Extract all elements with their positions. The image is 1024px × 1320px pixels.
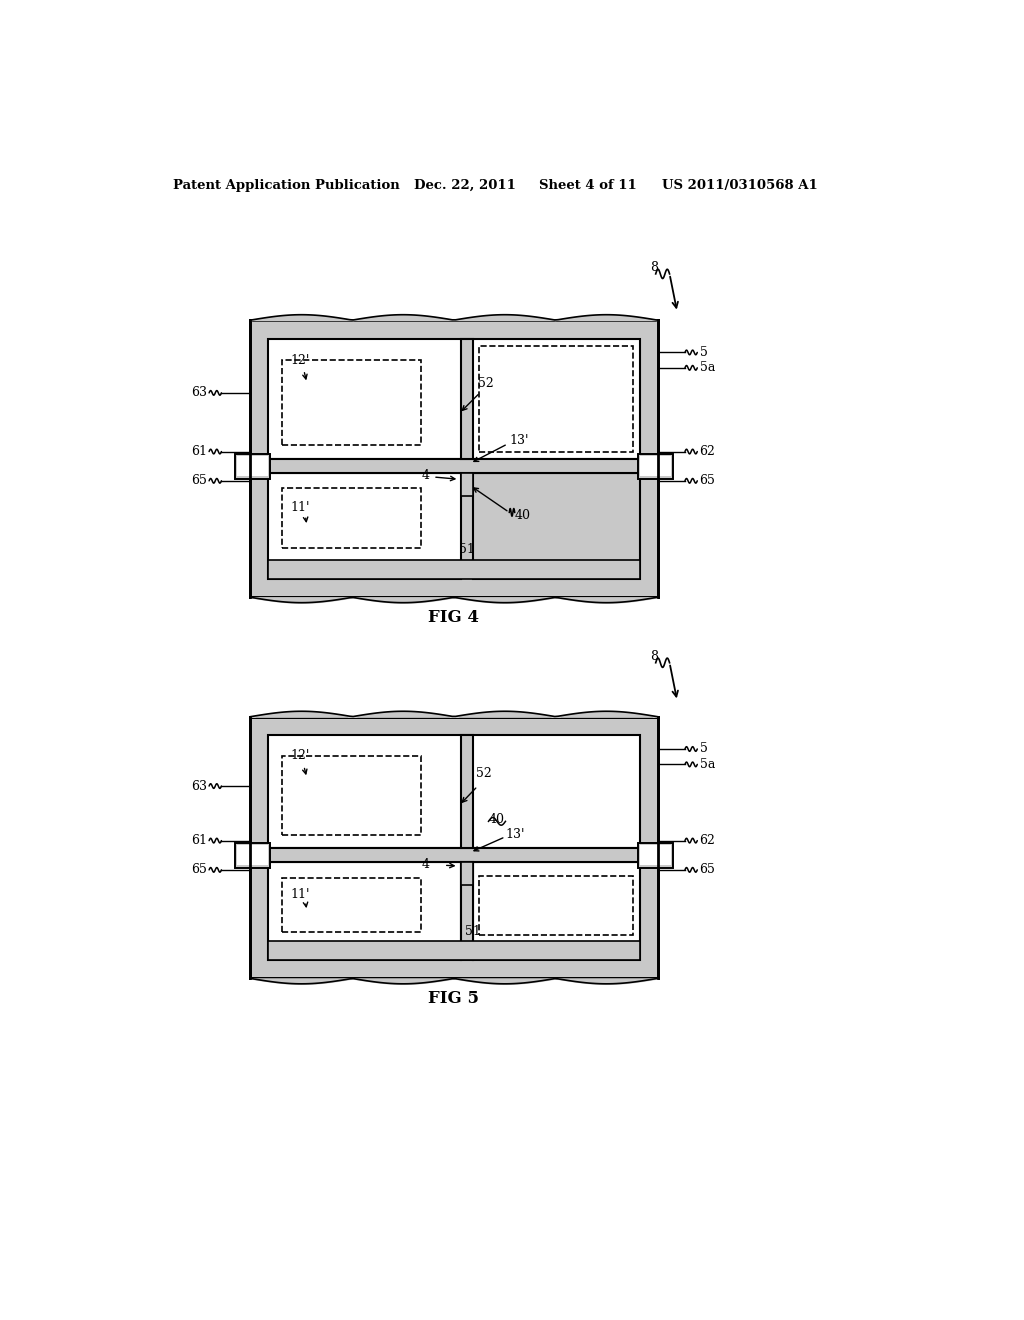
- Text: 40: 40: [515, 510, 530, 521]
- Bar: [461, 339, 473, 459]
- Bar: [473, 473, 640, 579]
- Bar: [268, 473, 461, 579]
- Bar: [250, 321, 658, 598]
- Text: 11': 11': [290, 888, 309, 902]
- Text: 8: 8: [650, 649, 658, 663]
- Bar: [268, 561, 640, 579]
- Bar: [638, 454, 674, 479]
- Text: 52: 52: [478, 378, 494, 391]
- Bar: [461, 862, 473, 886]
- Bar: [283, 755, 421, 834]
- Bar: [479, 346, 634, 451]
- Text: 11': 11': [290, 502, 309, 515]
- Text: FIG 5: FIG 5: [428, 990, 479, 1007]
- Bar: [237, 845, 267, 866]
- Text: 51: 51: [459, 543, 475, 556]
- Bar: [268, 941, 640, 960]
- Bar: [283, 878, 421, 932]
- Text: 63: 63: [190, 780, 207, 792]
- Text: 12': 12': [290, 748, 309, 762]
- Bar: [268, 862, 461, 960]
- Text: 61: 61: [190, 445, 207, 458]
- Text: 65: 65: [699, 863, 716, 876]
- Text: 65: 65: [190, 863, 207, 876]
- Bar: [638, 842, 674, 867]
- Text: 63: 63: [190, 387, 207, 400]
- Text: 12': 12': [290, 354, 309, 367]
- Bar: [461, 735, 473, 849]
- Bar: [283, 488, 421, 548]
- Text: Dec. 22, 2011: Dec. 22, 2011: [414, 178, 516, 191]
- Bar: [283, 360, 421, 445]
- Text: 5: 5: [699, 742, 708, 755]
- Text: 65: 65: [190, 474, 207, 487]
- Text: 40: 40: [488, 813, 505, 825]
- Text: 13': 13': [509, 433, 528, 446]
- Text: FIG 4: FIG 4: [428, 609, 479, 626]
- Bar: [234, 454, 270, 479]
- Text: Sheet 4 of 11: Sheet 4 of 11: [539, 178, 636, 191]
- Bar: [237, 455, 267, 477]
- Text: 52: 52: [476, 767, 492, 780]
- Text: 5a: 5a: [699, 758, 715, 771]
- Text: Patent Application Publication: Patent Application Publication: [173, 178, 399, 191]
- Text: 5a: 5a: [699, 362, 715, 375]
- Bar: [461, 473, 473, 496]
- Text: 62: 62: [699, 834, 716, 847]
- Bar: [268, 339, 640, 459]
- Text: 8: 8: [650, 261, 658, 275]
- Bar: [268, 735, 640, 849]
- Bar: [234, 842, 270, 867]
- Text: 4: 4: [422, 858, 430, 871]
- Bar: [473, 862, 640, 960]
- Text: 62: 62: [699, 445, 716, 458]
- Bar: [640, 845, 671, 866]
- Bar: [640, 455, 671, 477]
- Bar: [479, 875, 634, 935]
- Bar: [268, 459, 640, 473]
- Text: 65: 65: [699, 474, 716, 487]
- Text: 5: 5: [699, 346, 708, 359]
- Bar: [461, 862, 473, 960]
- Text: 51: 51: [466, 924, 481, 937]
- Bar: [268, 849, 640, 862]
- Text: 61: 61: [190, 834, 207, 847]
- Text: US 2011/0310568 A1: US 2011/0310568 A1: [662, 178, 817, 191]
- Text: 4: 4: [422, 469, 430, 482]
- Bar: [250, 717, 658, 978]
- Text: 13': 13': [506, 828, 525, 841]
